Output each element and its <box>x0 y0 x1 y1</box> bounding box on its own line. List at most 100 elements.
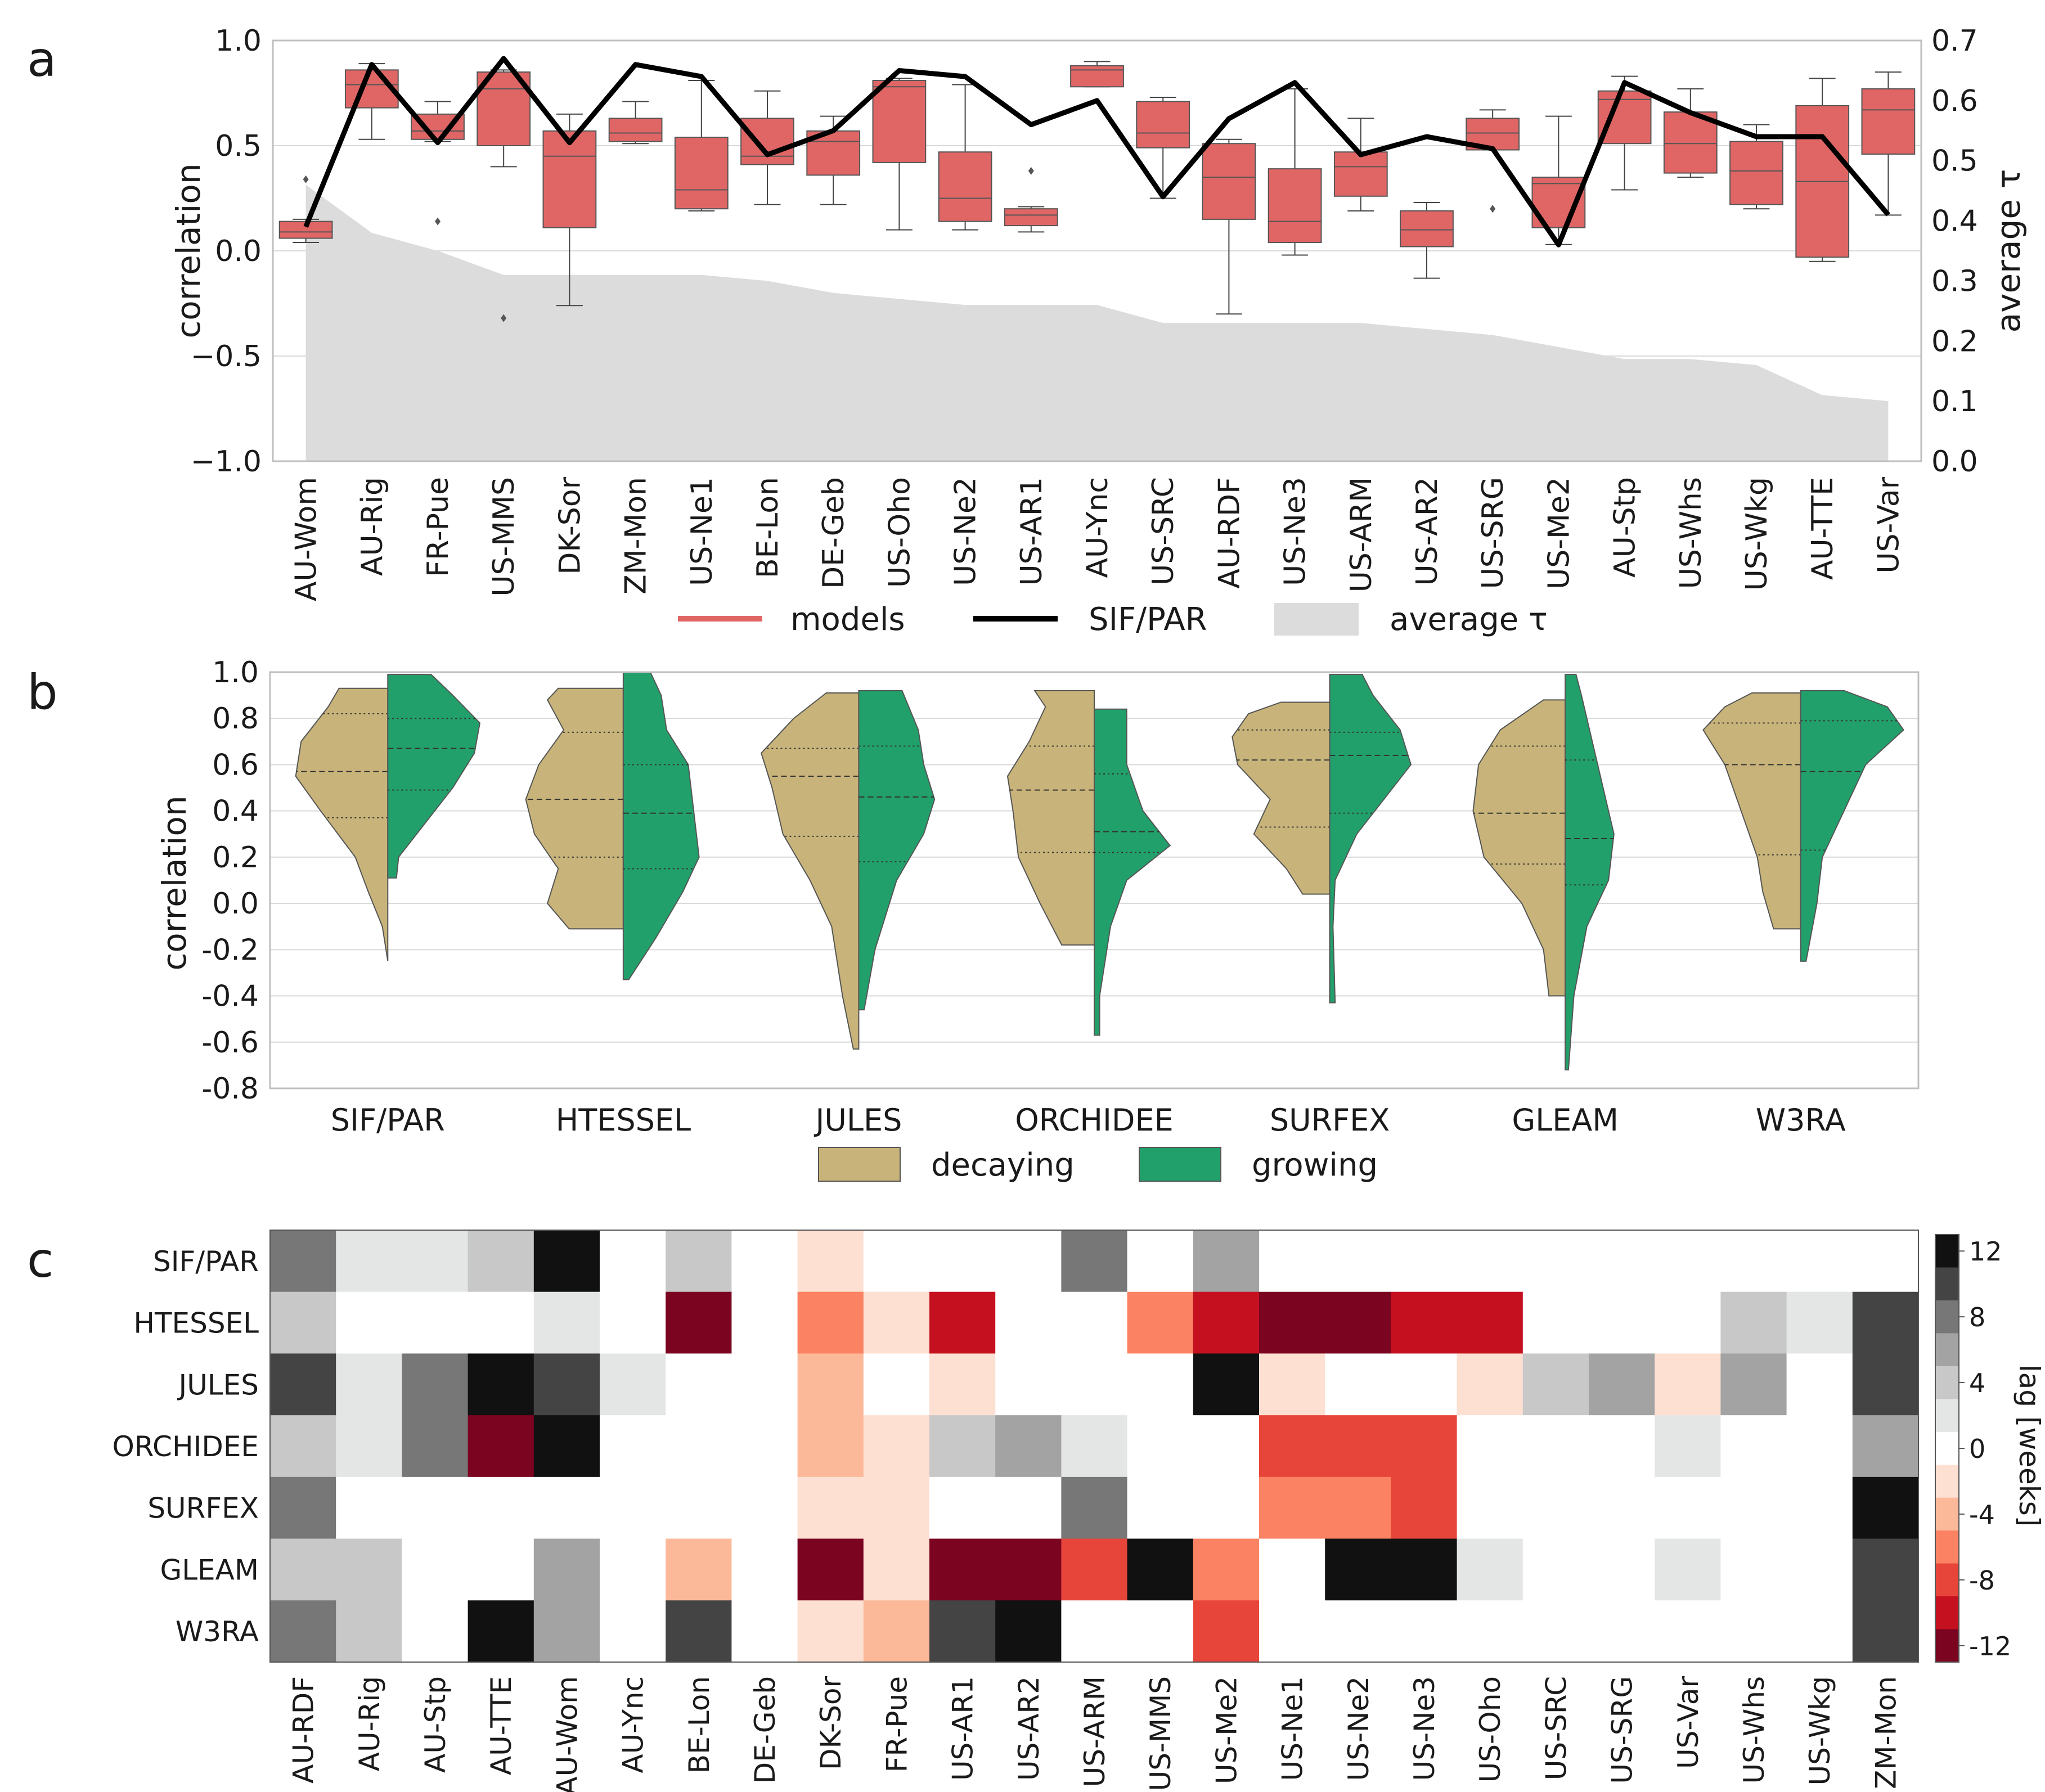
heatmap-cell <box>468 1291 534 1354</box>
panel-a-y-tick: 1.0 <box>215 24 262 58</box>
panel-a-x-tick-group: DE-Geb <box>817 477 851 589</box>
panel-b-x-tick: W3RA <box>1756 1102 1846 1138</box>
heatmap-cell <box>1259 1353 1325 1416</box>
heatmap-cell <box>1061 1230 1128 1293</box>
heatmap-cell <box>270 1415 336 1478</box>
panel-b-y-tick: -0.6 <box>202 1026 259 1060</box>
heatmap-cell <box>533 1353 600 1416</box>
box-AU-Stp <box>1597 75 1652 191</box>
heatmap-cell <box>1852 1230 1919 1293</box>
heatmap-cell <box>1061 1600 1128 1663</box>
panel-a-x-tick: US-Ne3 <box>1279 477 1313 586</box>
heatmap-row-label: GLEAM <box>160 1554 259 1586</box>
heatmap-cell <box>270 1230 336 1293</box>
box-body <box>1729 141 1783 205</box>
colorbar-segment <box>1935 1563 1959 1597</box>
heatmap-column-label-group: US-Ne1 <box>1277 1676 1309 1781</box>
colorbar-segment <box>1935 1366 1959 1399</box>
heatmap-cell <box>336 1230 402 1293</box>
heatmap-cell <box>600 1230 666 1293</box>
heatmap-cell <box>1193 1353 1260 1416</box>
heatmap-cell <box>929 1353 996 1416</box>
heatmap-cell <box>731 1600 798 1663</box>
heatmap-cell <box>929 1415 996 1478</box>
panel-a-y2-tick: 0.7 <box>1931 24 1978 58</box>
heatmap-cell <box>1852 1353 1919 1416</box>
panel-a-x-tick-group: US-Ne3 <box>1279 477 1313 586</box>
box-US-Ne2 <box>938 84 992 231</box>
heatmap-cell <box>666 1415 732 1478</box>
heatmap-column-label-group: DK-Sor <box>815 1676 847 1770</box>
heatmap-cell <box>402 1291 469 1354</box>
heatmap-row-label: SURFEX <box>147 1492 259 1525</box>
heatmap-cell <box>468 1600 534 1663</box>
heatmap-cell <box>995 1353 1062 1416</box>
box-US-ARM <box>1333 118 1388 211</box>
heatmap-cell <box>995 1230 1062 1293</box>
colorbar-tick-label: 0 <box>1969 1434 1985 1464</box>
heatmap-cell <box>600 1538 666 1601</box>
heatmap-cell <box>1522 1353 1589 1416</box>
heatmap-cell <box>533 1415 600 1478</box>
heatmap-cell <box>1391 1353 1458 1416</box>
heatmap-cell <box>666 1353 732 1416</box>
panel-a-y-ticks: 1.0 0.5 0.0 −0.5 −1.0 <box>191 24 262 479</box>
panel-a-y-label: correlation <box>169 163 208 338</box>
heatmap-cell <box>1522 1415 1589 1478</box>
heatmap-cell <box>270 1291 336 1354</box>
colorbar-segment <box>1935 1399 1959 1433</box>
heatmap-cell <box>1457 1415 1523 1478</box>
heatmap-cell <box>1391 1291 1458 1354</box>
heatmap-column-label-group: AU-Stp <box>419 1676 452 1773</box>
heatmap-cell <box>797 1600 864 1663</box>
panel-a-box-chart: 1.00.50.0−0.5−1.0 0.70.60.50.40.30.20.10… <box>169 24 2028 638</box>
panel-a-x-tick: US-Var <box>1872 476 1905 573</box>
heatmap-cell <box>1589 1600 1655 1663</box>
heatmap-column-label-group: AU-Wom <box>551 1676 583 1792</box>
colorbar-segment <box>1935 1465 1959 1498</box>
heatmap-column-label-group: AU-Ync <box>617 1676 650 1773</box>
violin-decaying-half <box>1472 699 1566 997</box>
panel-a-x-tick-group: US-AR1 <box>1015 477 1049 586</box>
colorbar-segment <box>1935 1300 1959 1334</box>
heatmap-cell <box>863 1353 930 1416</box>
panel-a-y-tick: 0.5 <box>215 129 262 163</box>
panel-b-x-ticks: SIF/PAR HTESSEL JULES ORCHIDEE SURFEX GLEAM W3… <box>331 1102 1846 1138</box>
panel-b-y-tick: -0.4 <box>202 980 259 1014</box>
heatmap-cell <box>1457 1476 1523 1539</box>
heatmap-column-label: US-Me2 <box>1210 1676 1243 1784</box>
panel-b-x-tick: SIF/PAR <box>331 1102 445 1138</box>
heatmap-cell <box>600 1353 666 1416</box>
panel-a-x-tick: US-Me2 <box>1542 477 1576 589</box>
violin-decaying-half <box>525 687 624 930</box>
box-body <box>674 137 729 210</box>
heatmap-cell <box>1589 1476 1655 1539</box>
heatmap-cell <box>929 1600 996 1663</box>
heatmap-cell <box>1061 1538 1128 1601</box>
heatmap-cell <box>863 1415 930 1478</box>
box-outlier <box>501 314 507 322</box>
legend-tau-label: average τ <box>1390 601 1548 638</box>
heatmap-cell <box>797 1415 864 1478</box>
heatmap-cell <box>1522 1291 1589 1354</box>
heatmap-column-label: AU-Wom <box>551 1676 583 1792</box>
heatmap-cell <box>1193 1415 1260 1478</box>
sif-par-line <box>303 56 1890 247</box>
panel-b-legend: decaying growing <box>818 1147 1378 1183</box>
heatmap-cell <box>270 1476 336 1539</box>
heatmap-column-label: US-SRC <box>1540 1676 1572 1780</box>
panel-b-y-tick: -0.8 <box>202 1072 259 1106</box>
heatmap-cell <box>1259 1291 1325 1354</box>
panel-b-frame <box>269 671 1920 1089</box>
box-body <box>542 130 597 228</box>
colorbar-tick-label: -8 <box>1969 1565 1995 1596</box>
heatmap-cell <box>1522 1476 1589 1539</box>
heatmap-column-label-group: US-Me2 <box>1210 1676 1243 1784</box>
heatmap-cell <box>1127 1291 1194 1354</box>
heatmap-cell <box>270 1600 336 1663</box>
heatmap-cell <box>1259 1415 1325 1478</box>
violin-GLEAM <box>1472 674 1615 1071</box>
panel-a-x-tick-group: US-SRC <box>1147 477 1180 586</box>
heatmap-cell <box>1720 1353 1787 1416</box>
heatmap-column-label-group: AU-RDF <box>287 1676 320 1784</box>
